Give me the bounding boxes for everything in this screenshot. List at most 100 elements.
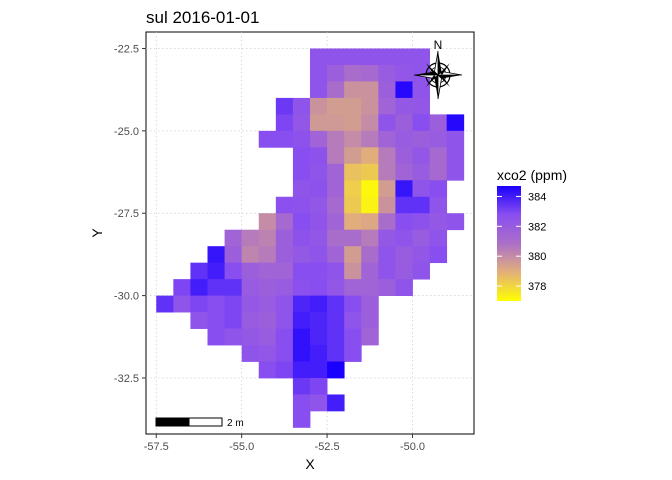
legend-color-bar	[497, 186, 521, 301]
heatmap-cell	[344, 147, 362, 165]
heatmap-cell	[361, 295, 379, 313]
heatmap-cell	[258, 328, 277, 346]
heatmap-cell	[378, 81, 396, 99]
heatmap-cell	[378, 114, 396, 132]
heatmap-cell	[292, 163, 311, 181]
heatmap-cell	[327, 97, 345, 115]
heatmap-cell	[412, 64, 430, 82]
heatmap-cell	[292, 147, 311, 165]
heatmap-cell	[292, 213, 311, 231]
heatmap-cell	[395, 262, 413, 280]
heatmap-cell	[292, 246, 311, 264]
heatmap-cell	[361, 262, 379, 280]
heatmap-cell	[327, 345, 345, 362]
y-axis-title: Y	[89, 228, 105, 238]
heatmap-cell	[275, 361, 294, 379]
heatmap-cell	[344, 48, 362, 66]
heatmap-cell	[275, 114, 294, 132]
heatmap-cell	[327, 147, 345, 165]
heatmap-cell	[258, 130, 277, 148]
heatmap-cell	[429, 114, 448, 132]
heatmap-cell	[292, 312, 311, 329]
heatmap-cell	[361, 328, 379, 346]
heatmap-cell	[446, 114, 465, 132]
heatmap-cell	[446, 147, 465, 165]
heatmap-cell	[258, 279, 277, 297]
heatmap-cell	[344, 246, 362, 264]
heatmap-cell	[395, 279, 413, 297]
heatmap-cell	[241, 246, 260, 264]
heatmap-cell	[190, 312, 208, 329]
heatmap-cell	[310, 246, 328, 264]
x-axis-title: X	[305, 456, 315, 472]
heatmap-cell	[361, 196, 379, 214]
heatmap-cell	[327, 279, 345, 297]
heatmap-cell	[378, 64, 396, 82]
heatmap-cell	[224, 229, 243, 247]
heatmap-cell	[378, 246, 396, 264]
chart-title: sul 2016-01-01	[146, 8, 259, 27]
heatmap-cell	[275, 130, 294, 148]
heatmap-cell	[327, 64, 345, 82]
heatmap-cell	[412, 229, 430, 247]
heatmap-cell	[241, 345, 260, 362]
heatmap-cell	[275, 279, 294, 297]
heatmap-cell	[378, 213, 396, 231]
x-axis-ticks: -57.5 -55.0 -52.5 -50.0	[144, 434, 425, 453]
heatmap-cell	[310, 229, 328, 247]
heatmap-cell	[275, 246, 294, 264]
heatmap-cell	[361, 246, 379, 264]
heatmap-cell	[327, 48, 345, 66]
heatmap-cell	[361, 229, 379, 247]
heatmap-cell	[412, 262, 430, 280]
heatmap-cell	[344, 328, 362, 346]
heatmap-cells	[156, 48, 465, 428]
heatmap-cell	[207, 262, 225, 280]
heatmap-cell	[173, 279, 191, 297]
heatmap-cell	[275, 328, 294, 346]
heatmap-cell	[275, 97, 294, 115]
legend-tick-label: 380	[528, 251, 546, 263]
heatmap-cell	[446, 213, 465, 231]
y-axis-ticks: -22.5 -25.0 -27.5 -30.0 -32.5	[114, 43, 146, 385]
heatmap-cell	[258, 262, 277, 280]
heatmap-cell	[395, 213, 413, 231]
y-tick-label: -32.5	[114, 373, 139, 385]
heatmap-cell	[344, 196, 362, 214]
heatmap-cell	[378, 130, 396, 148]
heatmap-cell	[224, 312, 243, 329]
heatmap-cell	[344, 114, 362, 132]
heatmap-cell	[395, 229, 413, 247]
heatmap-cell	[310, 81, 328, 99]
scale-bar: 2 m	[155, 417, 244, 429]
heatmap-cell	[395, 97, 413, 115]
heatmap-cell	[224, 262, 243, 280]
heatmap-cell	[412, 114, 430, 132]
heatmap-cell	[310, 262, 328, 280]
heatmap-cell	[292, 361, 311, 379]
heatmap-cell	[327, 262, 345, 280]
heatmap-cell	[361, 213, 379, 231]
heatmap-cell	[395, 81, 413, 99]
heatmap-cell	[412, 97, 430, 115]
heatmap-cell	[327, 114, 345, 132]
heatmap-cell	[258, 229, 277, 247]
heatmap-cell	[275, 213, 294, 231]
heatmap-cell	[258, 312, 277, 329]
x-tick-label: -57.5	[144, 441, 169, 453]
heatmap-cell	[395, 246, 413, 264]
heatmap-cell	[190, 295, 208, 313]
heatmap-cell	[310, 345, 328, 362]
heatmap-cell	[361, 81, 379, 99]
heatmap-cell	[327, 213, 345, 231]
heatmap-cell	[412, 180, 430, 198]
heatmap-cell	[292, 229, 311, 247]
x-tick-label: -55.0	[229, 441, 254, 453]
heatmap-cell	[327, 295, 345, 313]
heatmap-cell	[310, 97, 328, 115]
heatmap-cell	[241, 262, 260, 280]
heatmap-cell	[429, 180, 448, 198]
heatmap-cell	[327, 361, 345, 379]
heatmap-cell	[344, 213, 362, 231]
heatmap-cell	[241, 312, 260, 329]
